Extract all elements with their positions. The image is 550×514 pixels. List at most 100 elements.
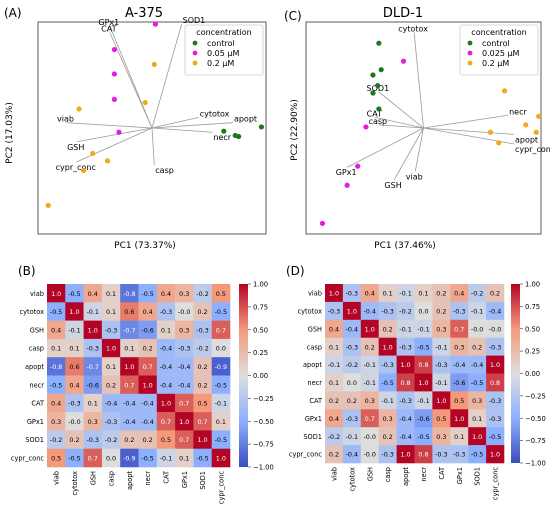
col-label-cytotox: cytotox xyxy=(71,471,79,496)
cell-value: 0.2 xyxy=(472,343,482,351)
cell-value: -0.5 xyxy=(215,308,227,316)
heatmap-cell xyxy=(211,320,231,340)
heatmap-cell xyxy=(360,355,379,374)
cell-value: 0.0 xyxy=(347,379,357,387)
loading-label-viab: viab xyxy=(406,172,423,181)
cell-value: 0.1 xyxy=(383,290,393,298)
cell-value: -0.4 xyxy=(105,400,117,408)
heatmap-cell xyxy=(83,393,103,413)
cell-value: 1.0 xyxy=(51,290,61,298)
cell-value: 0.7 xyxy=(161,418,171,426)
cell-value: 0.2 xyxy=(347,397,357,405)
loading-line-sod1 xyxy=(378,91,424,129)
heatmap-cell xyxy=(47,302,66,321)
heatmap-cell xyxy=(432,409,451,428)
heatmap-cell xyxy=(211,393,231,413)
cell-value: 1.0 xyxy=(490,451,500,459)
cell-value: 1.0 xyxy=(400,451,410,459)
cell-value: -0.4 xyxy=(399,415,411,423)
cell-value: -0.3 xyxy=(453,451,465,459)
legend-box xyxy=(459,24,539,76)
point-control xyxy=(376,106,382,112)
heatmap-cell xyxy=(360,319,379,338)
heatmap-cell xyxy=(396,373,415,392)
cell-value: 0.2 xyxy=(106,381,116,389)
heatmap-cell xyxy=(450,445,469,464)
heatmap-cell xyxy=(378,445,397,464)
cell-value: -0.3 xyxy=(346,343,358,351)
heatmap-cell xyxy=(325,284,344,303)
heatmap-cell xyxy=(468,391,487,410)
heatmap-cell xyxy=(101,412,121,431)
cell-value: -0.5 xyxy=(196,454,208,462)
heatmap-cell xyxy=(450,319,469,338)
point-0-05-m xyxy=(116,129,122,135)
cell-value: 0.4 xyxy=(143,308,153,316)
point-0-025-m xyxy=(355,163,361,169)
heatmap-cell xyxy=(120,430,139,449)
cell-value: 0.2 xyxy=(436,307,446,315)
panel-d-heatmap: 1.0 -0.3 0.4 0.1 -0.1 0.1 0.2 0.4 -0.2 0.2 -0.3 1.0… xyxy=(289,281,546,501)
col-label-necr: necr xyxy=(420,467,428,482)
heatmap-cell xyxy=(432,301,451,321)
heatmap-cell xyxy=(325,373,344,392)
loading-line-apopt xyxy=(151,122,233,129)
cell-value: 1.0 xyxy=(143,381,153,389)
cell-value: -0.3 xyxy=(381,451,393,459)
cell-value: -0.4 xyxy=(178,381,190,389)
heatmap-cell xyxy=(47,284,66,303)
heatmap-cell xyxy=(83,448,103,468)
point-control xyxy=(236,133,242,140)
heatmap-cell xyxy=(360,284,379,303)
cell-value: -0.3 xyxy=(178,345,190,353)
cell-value: -0.3 xyxy=(346,290,358,298)
heatmap-cell xyxy=(193,357,212,376)
colorbar xyxy=(511,284,520,463)
heatmap-cell xyxy=(65,375,84,395)
heatmap-cell xyxy=(65,357,84,376)
cell-value: 1.0 xyxy=(472,433,482,441)
col-label-casp: casp xyxy=(108,471,116,486)
loading-line-necr xyxy=(151,127,213,133)
cell-value: 1.0 xyxy=(383,343,393,351)
cell-value: 0.8 xyxy=(418,451,428,459)
heatmap-cell xyxy=(175,375,194,395)
cell-value: 1.0 xyxy=(161,400,171,408)
heatmap-cell xyxy=(175,430,194,449)
cell-value: -0.3 xyxy=(435,451,447,459)
colorbar-tick-label: −0.75 xyxy=(253,441,274,449)
heatmap-cell xyxy=(342,391,362,410)
heatmap-cell xyxy=(193,302,212,321)
col-label-gpx1: GPx1 xyxy=(181,471,189,488)
cell-value: 1.0 xyxy=(124,363,134,371)
heatmap-cell xyxy=(47,320,66,340)
cell-value: -0.3 xyxy=(381,361,393,369)
heatmap-cell xyxy=(414,284,433,303)
colorbar-tick-label: −0.75 xyxy=(525,437,546,445)
heatmap-cell xyxy=(120,393,139,413)
point-0-05-m xyxy=(152,21,159,27)
point-control xyxy=(221,128,227,134)
cell-value: 1.0 xyxy=(418,379,428,387)
loading-label-cat: CAT xyxy=(367,109,382,118)
heatmap-cell xyxy=(468,337,487,356)
cell-value: 0.2 xyxy=(124,436,134,444)
heatmap-cell xyxy=(396,391,415,410)
heatmap-cell xyxy=(156,357,176,376)
cell-value: 0.7 xyxy=(216,326,226,334)
heatmap-cell xyxy=(342,284,362,303)
heatmap-cell xyxy=(414,445,433,464)
loading-line-cat xyxy=(109,32,153,129)
point-control xyxy=(376,40,382,46)
row-label-apopt: apopt xyxy=(25,363,44,371)
cell-value: -0.5 xyxy=(471,379,483,387)
heatmap-cell xyxy=(138,357,158,376)
cell-value: 0.2 xyxy=(197,381,207,389)
col-label-necr: necr xyxy=(144,471,152,486)
legend-entry-0-05-m: 0.05 μM xyxy=(207,49,239,58)
heatmap-cell xyxy=(450,391,469,410)
heatmap-cell xyxy=(120,375,139,395)
loading-line-gsh xyxy=(393,127,424,181)
cell-value: -0.4 xyxy=(123,400,135,408)
colorbar-tick-label: 1.00 xyxy=(525,281,540,289)
